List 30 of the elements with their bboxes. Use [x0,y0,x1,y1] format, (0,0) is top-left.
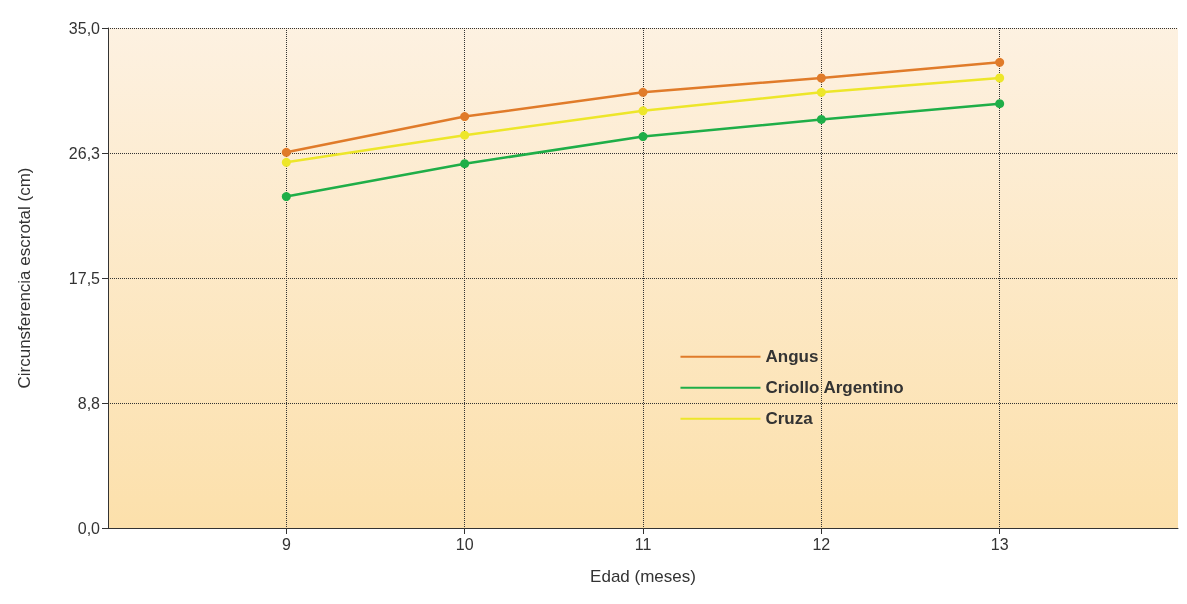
point [281,157,291,167]
x-tick-label: 10 [455,535,474,553]
x-tick-label: 9 [281,535,291,553]
point [460,159,470,169]
point [816,114,826,124]
point [638,87,648,97]
point [995,57,1005,67]
point [460,112,470,122]
point [281,192,291,202]
point [995,73,1005,83]
y-axis-title: Circunsferencia escrotal (cm) [15,167,34,389]
x-tick-label: 11 [634,535,652,553]
point [638,132,648,142]
y-tick-label: 35,0 [68,19,101,37]
legend-label: Angus [765,347,819,367]
point [460,130,470,140]
x-tick-label: 12 [812,535,831,553]
y-tick-label: 17,5 [68,269,101,287]
point [281,147,291,157]
y-tick-label: 26,3 [68,144,101,162]
point [638,106,648,116]
y-tick-label: 0,0 [77,519,101,537]
y-tick-label: 8,8 [77,394,101,412]
x-axis-title: Edad (meses) [590,567,696,586]
point [995,99,1005,109]
legend-label: Criollo Argentino [765,378,904,398]
point [816,87,826,97]
x-tick-label: 13 [990,535,1009,553]
legend-label: Cruza [765,409,814,429]
point [816,73,826,83]
